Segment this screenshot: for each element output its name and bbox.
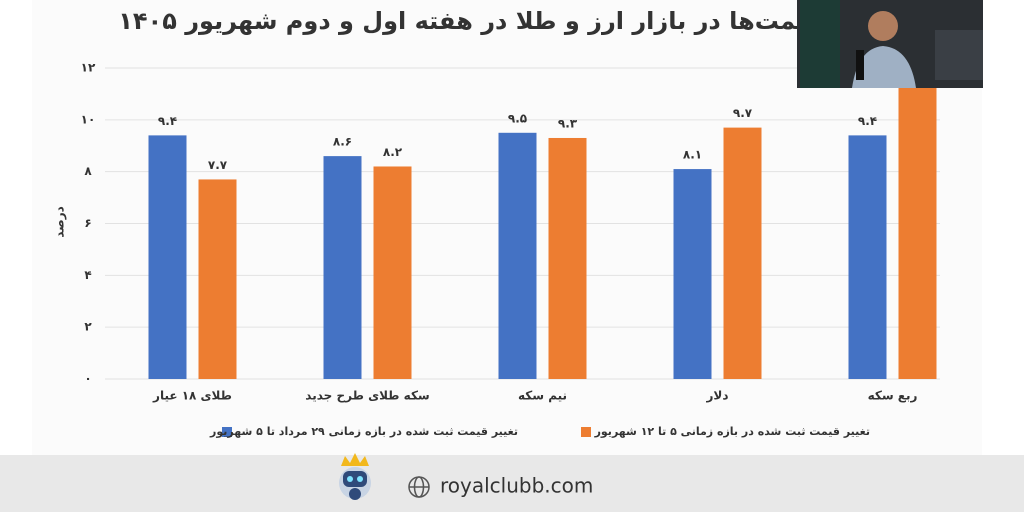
- chart-title: قیمت‌ها در بازار ارز و طلا در هفته اول و…: [118, 7, 822, 35]
- x-tick-label: دلار: [705, 389, 728, 403]
- legend-swatch: [581, 427, 591, 437]
- bar: [323, 156, 362, 379]
- plot: ۰ ۲ ۴ ۶ ۸ ۱۰ ۱۲ طلای ۱۸ عیار ۹.۴ ۷.۷ سکه طلای طرح …: [81, 61, 940, 438]
- legend-label: تغییر قیمت ثبت شده در بازه زمانی ۵ تا ۱۲…: [594, 425, 870, 438]
- webcam-overlay: [797, 0, 983, 88]
- footer-url: royalclubb.com: [440, 474, 593, 498]
- bar: [848, 135, 887, 379]
- value-label: ۸.۲: [383, 145, 403, 159]
- y-axis-label: درصد: [53, 206, 67, 238]
- legend-label: تغییر قیمت ثبت شده در بازه زمانی ۲۹ مردا…: [209, 425, 518, 438]
- value-label: ۸.۶: [333, 135, 352, 149]
- y-tick-label: ۰: [84, 372, 91, 386]
- y-tick-label: ۱۰: [81, 112, 96, 126]
- y-tick-label: ۱۲: [81, 61, 96, 75]
- legend-swatch: [222, 427, 232, 437]
- value-label: ۹.۵: [508, 111, 527, 125]
- x-tick-label: سکه طلای طرح جدید: [305, 389, 429, 403]
- x-tick-label: ربع سکه: [868, 389, 918, 403]
- value-label: ۷.۷: [208, 158, 228, 172]
- value-label: ۹.۳: [558, 116, 578, 130]
- bar: [148, 135, 187, 379]
- bar: [673, 169, 712, 379]
- logo: [339, 453, 371, 500]
- value-label: ۸.۱: [683, 148, 702, 162]
- value-label: ۹.۴: [158, 114, 177, 128]
- value-label: ۹.۴: [858, 114, 877, 128]
- bar: [898, 73, 937, 379]
- globe-icon: [408, 476, 430, 498]
- bar: [723, 127, 762, 379]
- x-tick-label: طلای ۱۸ عیار: [152, 389, 232, 403]
- x-tick-label: نیم سکه: [518, 389, 567, 403]
- bar: [373, 166, 412, 379]
- bar: [198, 179, 237, 379]
- y-tick-label: ۸: [84, 164, 92, 178]
- bar: [548, 137, 587, 379]
- value-label: ۹.۷: [733, 106, 753, 120]
- bar: [498, 132, 537, 379]
- y-tick-label: ۲: [84, 320, 92, 334]
- footer-band: [0, 455, 1024, 512]
- y-tick-label: ۴: [84, 268, 91, 282]
- y-tick-label: ۶: [84, 216, 91, 230]
